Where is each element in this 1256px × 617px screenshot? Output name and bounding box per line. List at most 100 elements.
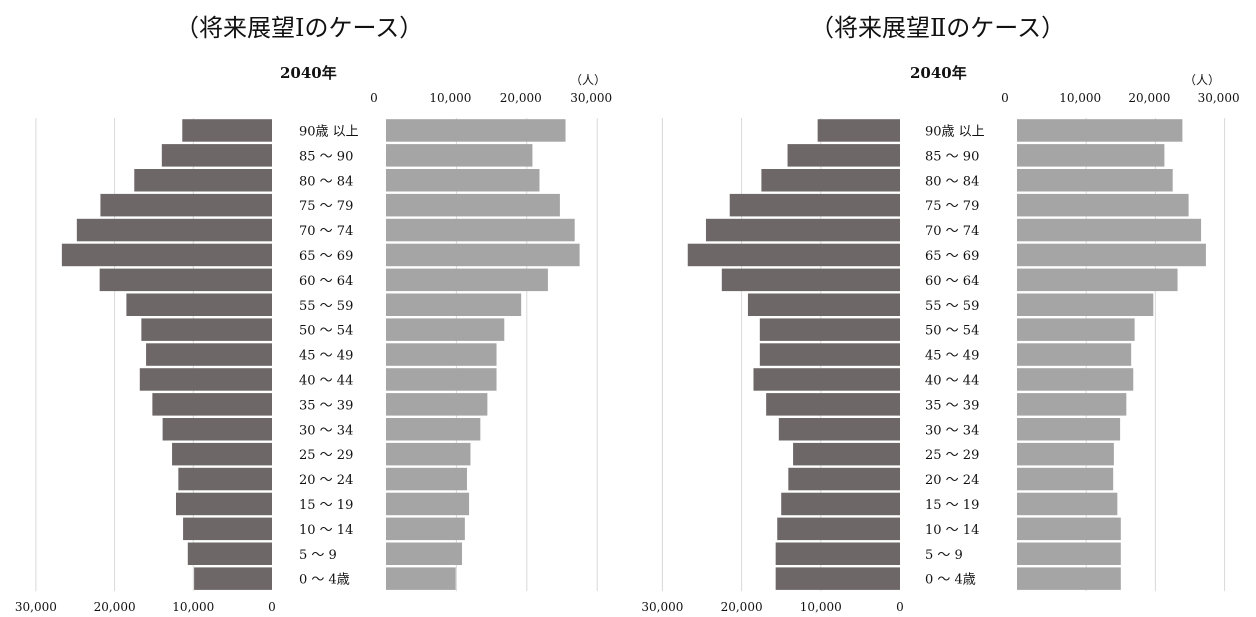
left-bar <box>747 293 900 316</box>
age-group-label: 25 ～ 29 <box>299 448 353 463</box>
right-bar <box>386 418 481 441</box>
age-group-label: 0 ～ 4歳 <box>925 573 976 588</box>
left-bar <box>178 467 272 491</box>
right-bar <box>386 193 560 217</box>
bottom-axis-tick-label: 20,000 <box>94 600 136 614</box>
left-bar <box>100 193 273 217</box>
chart-title: 2040年 <box>280 64 337 82</box>
right-bar <box>1017 567 1121 590</box>
right-bar <box>386 218 575 242</box>
left-bar <box>175 492 272 516</box>
left-bar <box>187 542 272 565</box>
left-bar <box>775 567 900 590</box>
right-bar <box>386 368 497 391</box>
left-bar <box>126 293 272 316</box>
age-group-label: 75 ～ 79 <box>925 199 979 214</box>
left-bar <box>141 318 272 341</box>
age-group-label: 65 ～ 69 <box>299 249 353 264</box>
right-bar <box>386 268 548 292</box>
left-bar <box>761 169 900 192</box>
age-group-label: 0 ～ 4歳 <box>299 573 350 588</box>
left-bar <box>705 218 900 242</box>
age-group-label: 55 ～ 59 <box>299 299 353 314</box>
left-bar <box>687 243 900 267</box>
bottom-axis-tick-label: 10,000 <box>800 600 842 614</box>
right-bar <box>1017 517 1121 541</box>
age-group-label: 50 ～ 54 <box>925 324 979 339</box>
right-bar <box>386 567 456 590</box>
right-bar <box>1017 442 1114 466</box>
age-group-label: 80 ～ 84 <box>925 174 979 189</box>
right-bar <box>1017 542 1121 565</box>
right-bar <box>1017 318 1135 341</box>
right-bar <box>1017 393 1127 416</box>
population-pyramid-case-1: 2040年 （人） 0 10,000 20,000 30,000 0 10,000 20,000… <box>15 64 612 614</box>
right-bar <box>386 169 540 192</box>
age-group-label: 55 ～ 59 <box>925 299 979 314</box>
age-group-label: 50 ～ 54 <box>299 324 353 339</box>
age-group-label: 85 ～ 90 <box>925 149 979 164</box>
age-group-label: 35 ～ 39 <box>299 398 353 413</box>
left-bar <box>134 169 272 192</box>
right-bar <box>386 343 497 366</box>
unit-label: （人） <box>570 73 606 87</box>
left-bar <box>759 343 900 366</box>
left-bar <box>161 144 272 167</box>
right-bar <box>1017 293 1154 316</box>
case-2-title: （将来展望Ⅱのケース） <box>810 14 1066 42</box>
left-bar <box>194 567 272 590</box>
right-bar <box>386 243 580 267</box>
right-bar <box>1017 418 1121 441</box>
right-bar <box>1017 492 1118 516</box>
age-group-label: 80 ～ 84 <box>299 174 353 189</box>
age-group-label: 70 ～ 74 <box>299 224 353 239</box>
left-bar <box>162 418 272 441</box>
left-bar <box>146 343 272 366</box>
age-group-label: 45 ～ 49 <box>925 349 979 364</box>
age-group-label: 25 ～ 29 <box>925 448 979 463</box>
left-bar <box>172 442 272 466</box>
age-group-label: 20 ～ 24 <box>299 473 353 488</box>
left-bar <box>721 268 900 292</box>
top-axis-tick-label: 10,000 <box>1059 91 1101 105</box>
left-bar <box>183 517 272 541</box>
left-bar <box>99 268 272 292</box>
right-bar <box>386 119 566 142</box>
bottom-axis-tick-label: 10,000 <box>172 600 214 614</box>
right-bar <box>1017 193 1189 217</box>
right-bar <box>1017 343 1132 366</box>
right-bar <box>386 293 522 316</box>
right-bar <box>1017 218 1202 242</box>
right-bar <box>386 144 533 167</box>
age-group-label: 60 ～ 64 <box>299 274 353 289</box>
top-axis-tick-label: 30,000 <box>1198 91 1240 105</box>
right-bar <box>386 492 470 516</box>
right-bar <box>386 318 505 341</box>
right-bar <box>1017 243 1206 267</box>
left-bar <box>781 492 900 516</box>
age-group-label: 15 ～ 19 <box>299 498 353 513</box>
left-bar <box>787 144 900 167</box>
age-group-label: 5 ～ 9 <box>925 548 963 563</box>
left-bar <box>788 467 900 491</box>
left-bar <box>61 243 272 267</box>
right-bar <box>386 442 471 466</box>
age-group-label: 10 ～ 14 <box>925 523 979 538</box>
left-bar <box>775 542 900 565</box>
right-bar <box>386 542 463 565</box>
right-bar <box>1017 119 1183 142</box>
age-group-label: 45 ～ 49 <box>299 349 353 364</box>
left-bar <box>817 119 900 142</box>
left-bar <box>759 318 900 341</box>
right-bar <box>386 467 467 491</box>
age-group-label: 5 ～ 9 <box>299 548 337 563</box>
top-axis-tick-label: 20,000 <box>1128 91 1170 105</box>
age-group-label: 35 ～ 39 <box>925 398 979 413</box>
left-bar <box>793 442 900 466</box>
chart-title: 2040年 <box>910 64 967 82</box>
left-bar <box>76 218 272 242</box>
age-group-label: 40 ～ 44 <box>299 373 353 388</box>
age-group-label: 70 ～ 74 <box>925 224 979 239</box>
right-bar <box>386 517 465 541</box>
left-bar <box>777 517 900 541</box>
